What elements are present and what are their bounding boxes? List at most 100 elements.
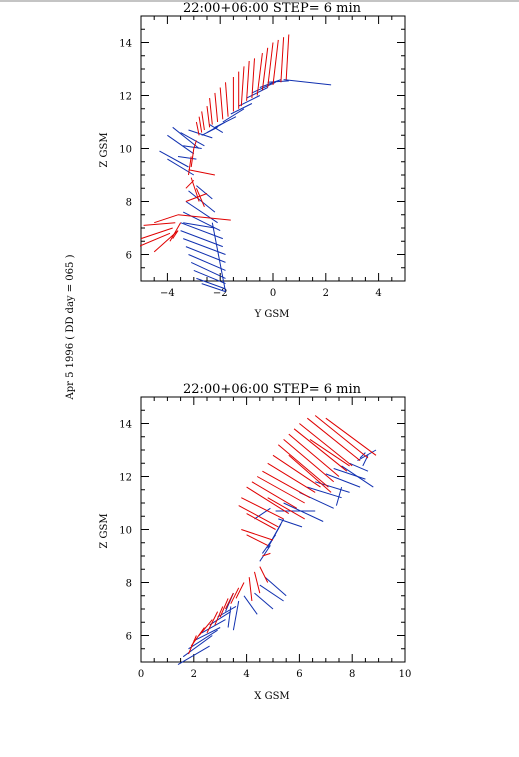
panel-yz-blue-vector [177, 156, 197, 160]
panel-xz-blue-vector [283, 502, 324, 522]
panel-xz-red-vector [293, 428, 348, 472]
panel-xz-red-vector [246, 486, 290, 515]
panel-yz-x-tick-label: −4 [160, 288, 175, 299]
panel-yz-blue-vector [188, 129, 213, 139]
panel-xz-x-axis-label: X GSM [254, 691, 289, 702]
panel-xz-red-vector [188, 635, 197, 655]
panel-yz-red-vector [280, 37, 285, 83]
panel-xz-blue-vector [349, 462, 369, 472]
panel-yz-red-vector [195, 188, 205, 207]
panel-yz-blue-vector [180, 132, 205, 147]
date-side-label: Apr 5 1996 ( DD day = 065 ) [65, 254, 76, 400]
panel-yz-red-vector [169, 222, 182, 242]
panel-yz: 22:00+06:00 STEP= 6 min −4 −2 0 2 4 6 8 10 12 14… [99, 1, 406, 320]
panel-xz-red-vector [251, 481, 298, 509]
panel-yz-red-vector [219, 87, 224, 120]
panel-xz-red-vector [256, 476, 305, 504]
panel-yz-red-vector [206, 106, 211, 128]
panel-yz-red-vector [285, 34, 290, 80]
panel-yz-x-tick-label: 4 [375, 288, 381, 299]
panel-xz-y-tick-label: 6 [126, 632, 132, 643]
panel-yz-red-vector [193, 140, 197, 149]
panel-yz-red-vector [154, 214, 179, 224]
panel-xz-y-tick-label: 12 [119, 473, 132, 484]
panel-yz-blue-vector [238, 95, 261, 107]
panel-yz-y-tick-label: 8 [126, 198, 132, 209]
panel-yz-blue-vector [180, 222, 223, 240]
panel-yz-red-vector [261, 47, 269, 91]
panel-yz-vectors [140, 34, 332, 293]
panel-yz-red-vector [188, 156, 192, 176]
panel-xz-blue-vector [243, 595, 258, 615]
panel-xz-blue-vector [182, 635, 213, 658]
panel-xz-blue-vector [307, 486, 342, 499]
panel-xz-blue-vector [269, 518, 285, 544]
panel-yz-red-vector [185, 179, 195, 189]
panel-xz-blue-vector [254, 507, 271, 520]
panel-yz-x-tick-label: 0 [270, 288, 276, 299]
panel-yz-blue-vector [183, 222, 215, 229]
panel-xz-red-vector [246, 534, 268, 546]
panel-xz-x-tick-label: 4 [243, 669, 249, 680]
panel-yz-x-tick-label: 2 [323, 288, 329, 299]
panel-yz-blue-vector [283, 79, 332, 86]
panel-xz-blue-vector [333, 468, 366, 480]
panel-xz-y-tick-label: 8 [126, 579, 132, 590]
panel-xz-blue-vector [193, 627, 221, 642]
panel-yz-x-tick-label: −2 [213, 288, 228, 299]
panel-xz-red-vector [248, 577, 253, 602]
panel-yz-blue-vector [222, 108, 245, 123]
panel-xz-y-tick-labels: 6 8 10 12 14 [119, 420, 132, 643]
panel-xz-y-tick-label: 10 [119, 526, 132, 537]
panel-xz: 22:00+06:00 STEP= 6 min 0 2 4 6 8 10 6 8 10 12 14… [99, 382, 411, 702]
panel-yz-x-axis-label: Y GSM [254, 309, 290, 320]
panel-xz-red-vector [272, 454, 321, 488]
panel-xz-y-axis-label: Z GSM [99, 513, 110, 548]
panel-yz-red-vector [201, 111, 205, 131]
panel-xz-blue-vector [188, 629, 218, 650]
panel-yz-red-vector [272, 39, 279, 85]
panel-yz-red-vector [195, 121, 200, 136]
panel-yz-y-tick-label: 6 [126, 251, 132, 262]
panel-xz-red-vector [206, 611, 219, 634]
panel-yz-red-vector [185, 193, 208, 202]
panel-xz-red-vector [314, 415, 369, 459]
panel-yz-blue-vector [190, 261, 226, 279]
panel-yz-red-vector [143, 222, 176, 226]
panel-xz-blue-vector [232, 600, 240, 631]
panel-xz-blue-vector [264, 576, 287, 597]
panel-yz-blue-vector [188, 254, 226, 271]
panel-yz-x-tick-labels: −4 −2 0 2 4 [160, 288, 382, 299]
panel-xz-blue-vector [259, 584, 284, 602]
panel-xz-blue-vector [201, 619, 226, 634]
panel-yz-blue-vector [230, 103, 253, 115]
panel-yz-blue-vector [196, 185, 213, 200]
panel-yz-red-vector [267, 42, 274, 88]
panel-yz-red-vector [188, 169, 215, 176]
panel-xz-blue-vector [359, 452, 366, 459]
panel-yz-blue-vector [167, 134, 195, 155]
panel-xz-red-vector [262, 470, 311, 499]
panel-xz-red-vector [267, 462, 316, 493]
panel-xz-blue-vector [357, 449, 377, 462]
panel-yz-y-tick-label: 10 [119, 145, 132, 156]
panel-yz-blue-vector [183, 238, 226, 255]
panel-yz-blue-vector [196, 277, 226, 290]
panel-yz-red-vector [240, 66, 245, 107]
panel-yz-blue-vector [183, 145, 202, 149]
panel-xz-red-vector [288, 433, 340, 477]
panel-xz-red-vector [241, 529, 274, 541]
panel-xz-red-vector [259, 566, 269, 583]
panel-xz-title: 22:00+06:00 STEP= 6 min [183, 382, 362, 397]
panel-xz-x-tick-label: 8 [349, 669, 355, 680]
panel-yz-red-vector [256, 53, 263, 96]
panel-xz-red-vector [235, 582, 245, 599]
panel-xz-x-tick-label: 2 [191, 669, 197, 680]
panel-yz-red-vector [246, 60, 250, 101]
panel-xz-red-vector [225, 592, 234, 610]
panel-yz-red-vector [251, 58, 255, 99]
panel-xz-red-vector [238, 505, 279, 528]
panel-xz-red-vector [306, 417, 361, 461]
panel-yz-y-tick-labels: 6 8 10 12 14 [119, 39, 132, 262]
